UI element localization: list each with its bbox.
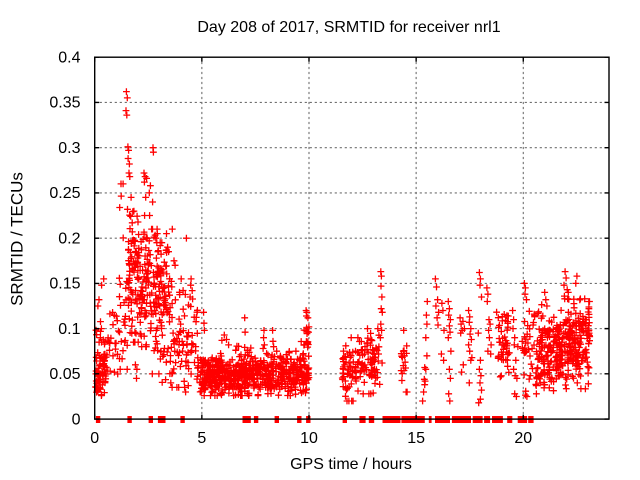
svg-text:SRMTID / TECUs: SRMTID / TECUs	[8, 172, 27, 306]
svg-text:15: 15	[407, 430, 425, 447]
svg-text:0.15: 0.15	[49, 276, 80, 293]
svg-text:0.4: 0.4	[58, 50, 80, 67]
svg-text:10: 10	[300, 430, 318, 447]
svg-text:Day 208 of 2017, SRMTID for re: Day 208 of 2017, SRMTID for receiver nrl…	[197, 19, 500, 36]
svg-text:0.05: 0.05	[49, 366, 80, 383]
svg-text:0.2: 0.2	[58, 231, 80, 248]
svg-text:20: 20	[514, 430, 532, 447]
svg-text:GPS time / hours: GPS time / hours	[290, 456, 412, 473]
svg-text:0.3: 0.3	[58, 140, 80, 157]
svg-text:0: 0	[72, 411, 81, 428]
svg-text:0.25: 0.25	[49, 185, 80, 202]
svg-text:0: 0	[90, 430, 99, 447]
svg-text:0.1: 0.1	[58, 321, 80, 338]
svg-text:0.35: 0.35	[49, 95, 80, 112]
svg-text:5: 5	[197, 430, 206, 447]
